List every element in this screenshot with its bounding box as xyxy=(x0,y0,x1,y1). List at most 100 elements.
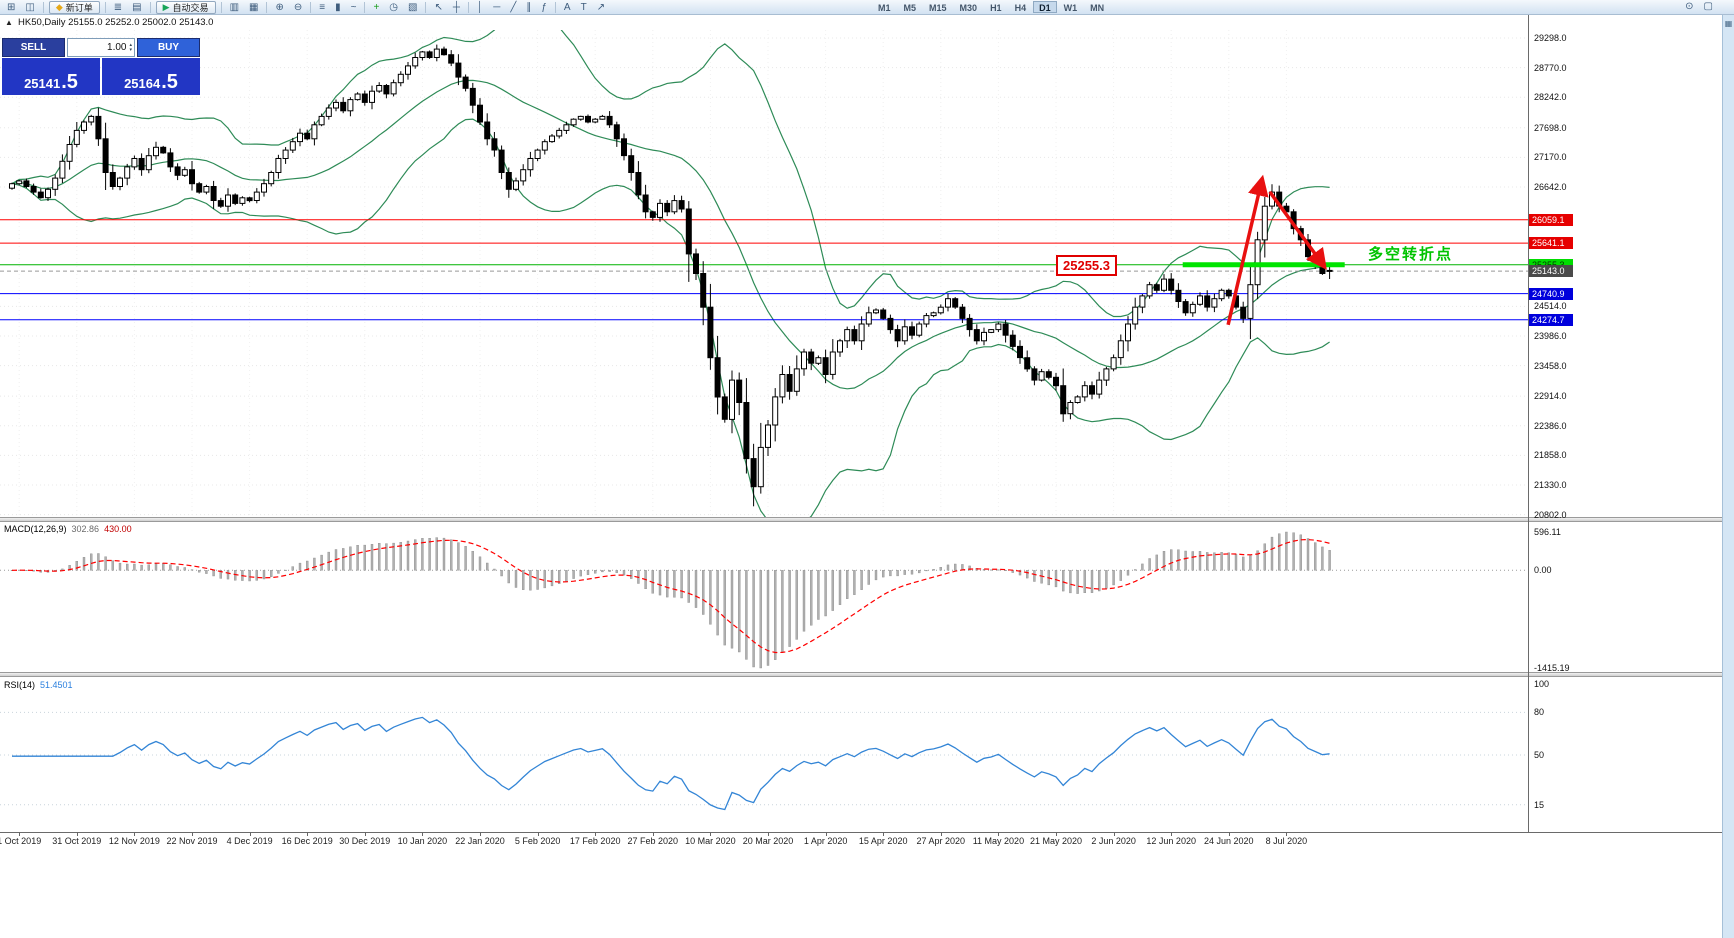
timeframe-w1-button[interactable]: W1 xyxy=(1063,3,1078,13)
trendline-icon[interactable]: ╱ xyxy=(510,1,517,13)
cascade-windows-icon[interactable]: ▥ xyxy=(229,1,240,13)
date-axis-label: 27 Feb 2020 xyxy=(627,836,679,846)
buy-price-box[interactable]: 25164.5 xyxy=(102,58,200,95)
date-axis-label: 24 Jun 2020 xyxy=(1204,836,1254,846)
zoom-out-icon[interactable]: ⊖ xyxy=(293,1,303,13)
price-axis-label: 20802.0 xyxy=(1534,509,1567,520)
sell-button[interactable]: SELL xyxy=(2,38,65,57)
toolbar-separator xyxy=(425,2,427,13)
new-order-button-icon: ◆ xyxy=(55,1,63,12)
sell-price-main: 25141 xyxy=(24,76,61,91)
timeframe-d1-button[interactable]: D1 xyxy=(1033,1,1057,13)
rsi-value: 51.4501 xyxy=(40,680,73,690)
buy-price-main: 25164 xyxy=(124,76,161,91)
toolbar-separator xyxy=(554,2,556,13)
price-badge: 24740.9 xyxy=(1529,287,1573,300)
level-annotation[interactable]: 25255.3 xyxy=(1056,255,1117,276)
date-axis-label: 27 Apr 2020 xyxy=(916,836,966,846)
templates-icon[interactable]: ▧ xyxy=(408,1,418,13)
price-axis-label: 28770.0 xyxy=(1534,62,1567,73)
date-axis-label: 21 May 2020 xyxy=(1029,836,1083,846)
sell-price-box[interactable]: 25141.5 xyxy=(2,58,100,95)
line-chart-icon[interactable]: ~ xyxy=(350,1,357,13)
chart-title: HK50,Daily 25155.0 25252.0 25002.0 25143… xyxy=(18,17,214,28)
auto-trading-button[interactable]: ▶ 自动交易 xyxy=(155,0,216,14)
tile-windows-icon[interactable]: ▦ xyxy=(249,1,259,13)
date-axis-tick xyxy=(76,832,78,836)
timeframe-m5-button[interactable]: M5 xyxy=(903,3,917,13)
buy-button[interactable]: BUY xyxy=(137,38,200,57)
vertical-line-icon[interactable]: │ xyxy=(476,1,484,13)
timeframe-mn-button[interactable]: MN xyxy=(1090,3,1105,13)
price-axis-label: 27698.0 xyxy=(1534,122,1567,133)
bar-chart-icon[interactable]: ≡ xyxy=(319,1,326,13)
toolbar-separator xyxy=(266,2,268,13)
market-watch-icon[interactable]: ≣ xyxy=(113,1,123,13)
cursor-icon[interactable]: ↖ xyxy=(434,1,443,13)
arrows-icon[interactable]: ↗ xyxy=(596,1,606,13)
macd-title: MACD(12,26,9) 302.86 430.00 xyxy=(4,524,137,534)
lot-decrease-icon[interactable]: ▾ xyxy=(129,46,132,53)
price-badge: 26059.1 xyxy=(1529,213,1573,226)
indicators-icon[interactable]: + xyxy=(373,1,380,13)
text-icon[interactable]: A xyxy=(563,1,571,13)
timeframe-h4-button[interactable]: H4 xyxy=(1014,3,1027,13)
panel-divider-rsi[interactable] xyxy=(0,672,1722,677)
lot-spinner: ▴ ▾ xyxy=(129,43,132,52)
price-axis-label: 21330.0 xyxy=(1534,480,1567,491)
price-axis-label: 26642.0 xyxy=(1534,181,1567,192)
lot-value[interactable]: 1.00 xyxy=(107,42,127,53)
profiles-icon[interactable]: ◫ xyxy=(25,1,35,13)
date-axis-label: 30 Dec 2019 xyxy=(339,836,391,846)
new-order-button[interactable]: ◆ 新订单 xyxy=(48,0,100,14)
new-chart-icon[interactable]: ⊞ xyxy=(7,1,16,13)
text-label-icon[interactable]: T xyxy=(580,1,587,13)
timeframe-toolbar: M1 M5 M15 M30 H1 H4 D1 W1 MN xyxy=(872,1,1110,13)
channel-icon[interactable]: ∥ xyxy=(526,1,532,13)
macd-axis-label: 0.00 xyxy=(1534,565,1552,576)
date-axis-tick xyxy=(1113,832,1115,836)
date-axis-tick xyxy=(1228,832,1230,836)
date-axis-label: 15 Apr 2020 xyxy=(858,836,908,846)
top-toolbar: ⊞ ◫ ◆ 新订单 ≣ ▤ ▶ 自动交易 ▥ ▦ ⊕ ⊖ ≡ ▮ ~ + ◷ ▧ ↖ ┼ │ ─ ╱ ∥ ƒ A T ↗ M1 M5 M1… xyxy=(0,0,1734,15)
rsi-axis-label: 80 xyxy=(1534,707,1545,718)
toolbar-window-icon[interactable]: ▢ xyxy=(1703,1,1713,12)
candlestick-chart-icon[interactable]: ▮ xyxy=(335,1,341,13)
date-axis-tick xyxy=(883,832,885,836)
price-axis-label: 23986.0 xyxy=(1534,331,1567,341)
price-axis-label: 24514.0 xyxy=(1534,301,1567,312)
periods-icon[interactable]: ◷ xyxy=(389,1,399,13)
timeframe-m1-button[interactable]: M1 xyxy=(878,3,891,13)
lot-size-input[interactable]: 1.00 ▴ ▾ xyxy=(67,38,135,57)
zoom-in-icon[interactable]: ⊕ xyxy=(275,1,284,13)
one-click-toggle-icon[interactable]: ▲ xyxy=(5,18,13,27)
grid-icon[interactable]: ▦ xyxy=(1724,19,1733,28)
crosshair-icon[interactable]: ┼ xyxy=(452,1,460,13)
date-axis-tick xyxy=(422,832,424,836)
fibonacci-icon[interactable]: ƒ xyxy=(541,1,547,13)
data-window-icon[interactable]: ▤ xyxy=(132,1,142,13)
turning-point-annotation[interactable]: 多空转折点 xyxy=(1368,246,1454,263)
main-price-chart[interactable] xyxy=(0,30,1528,517)
macd-name: MACD(12,26,9) xyxy=(4,524,67,534)
timeframe-h1-button[interactable]: H1 xyxy=(990,3,1002,13)
timeframe-m15-button[interactable]: M15 xyxy=(929,3,947,13)
date-axis-tick xyxy=(1171,832,1173,836)
date-axis-label: 1 Apr 2020 xyxy=(803,836,848,846)
date-axis-tick xyxy=(19,832,21,836)
rsi-axis-label: 50 xyxy=(1534,750,1545,760)
price-axis-label: 28242.0 xyxy=(1534,92,1567,103)
date-axis-tick xyxy=(652,832,654,836)
date-axis-label: 8 Jul 2020 xyxy=(1265,836,1308,846)
price-axis-border xyxy=(1528,15,1529,832)
macd-panel[interactable] xyxy=(0,522,1528,672)
lot-increase-icon[interactable]: ▴ xyxy=(129,42,132,48)
rsi-panel[interactable] xyxy=(0,678,1528,830)
horizontal-line-icon[interactable]: ─ xyxy=(493,1,501,13)
auto-trading-button-label: 自动交易 xyxy=(172,2,209,13)
toolbar-search-icon[interactable]: ⊙ xyxy=(1685,1,1694,12)
timeframe-m30-button[interactable]: M30 xyxy=(959,3,978,13)
panel-divider-macd[interactable] xyxy=(0,517,1722,522)
toolbar-separator xyxy=(364,2,366,13)
sell-price-frac: .5 xyxy=(61,71,78,93)
